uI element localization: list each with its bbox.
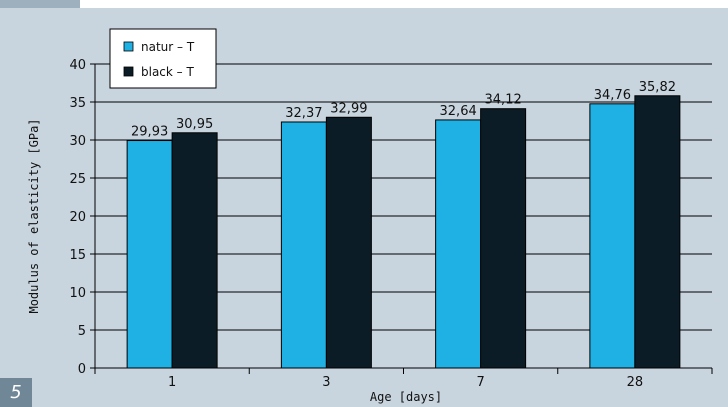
data-label: 29,93 xyxy=(131,125,168,140)
data-label: 30,95 xyxy=(176,117,213,132)
header-strip xyxy=(80,0,728,8)
header-strip-dark xyxy=(0,0,80,8)
legend: natur – T black – T xyxy=(109,28,217,89)
bar-natur-7 xyxy=(435,119,482,369)
legend-label-black: black – T xyxy=(141,65,194,79)
data-labels: 29,93 30,95 32,37 32,99 32,64 34,12 34,76 35,82 xyxy=(131,80,676,140)
data-label: 34,12 xyxy=(485,93,522,108)
data-label: 32,64 xyxy=(440,104,477,119)
y-tick-label: 40 xyxy=(69,58,86,73)
figure-number: 5 xyxy=(0,378,32,407)
y-tick-label: 35 xyxy=(69,96,86,111)
x-tick-label: 7 xyxy=(476,375,484,390)
y-tick-label: 30 xyxy=(69,134,86,149)
legend-label-natur: natur – T xyxy=(141,40,195,54)
x-axis-title: Age [days] xyxy=(370,390,442,404)
bar-natur-3 xyxy=(280,121,327,369)
y-tick-label: 5 xyxy=(78,324,86,339)
bar-black-28 xyxy=(634,95,681,369)
legend-box xyxy=(109,28,217,89)
x-tick-label: 28 xyxy=(627,375,644,390)
bar-natur-28 xyxy=(589,103,636,369)
data-label: 34,76 xyxy=(594,88,631,103)
legend-swatch-natur xyxy=(123,41,134,52)
data-label: 32,37 xyxy=(285,106,322,121)
y-tick-label: 10 xyxy=(69,286,86,301)
y-tick-label: 15 xyxy=(69,248,86,263)
data-label: 32,99 xyxy=(330,101,367,116)
data-label: 35,82 xyxy=(639,80,676,95)
bar-black-7 xyxy=(480,108,527,369)
y-tick-label: 25 xyxy=(69,172,86,187)
bars xyxy=(126,95,681,369)
x-tick-label: 1 xyxy=(168,375,176,390)
y-tick-label: 0 xyxy=(78,362,86,377)
y-tick-label: 20 xyxy=(69,210,86,225)
axes: 0 5 10 15 20 25 30 35 40 1 3 7 28 xyxy=(69,58,713,390)
bar-natur-1 xyxy=(126,140,173,369)
x-tick-label: 3 xyxy=(322,375,330,390)
bar-black-3 xyxy=(325,116,372,369)
bar-black-1 xyxy=(171,132,218,369)
y-axis-title: Modulus of elasticity [GPa] xyxy=(27,118,41,313)
legend-swatch-black xyxy=(123,66,134,77)
